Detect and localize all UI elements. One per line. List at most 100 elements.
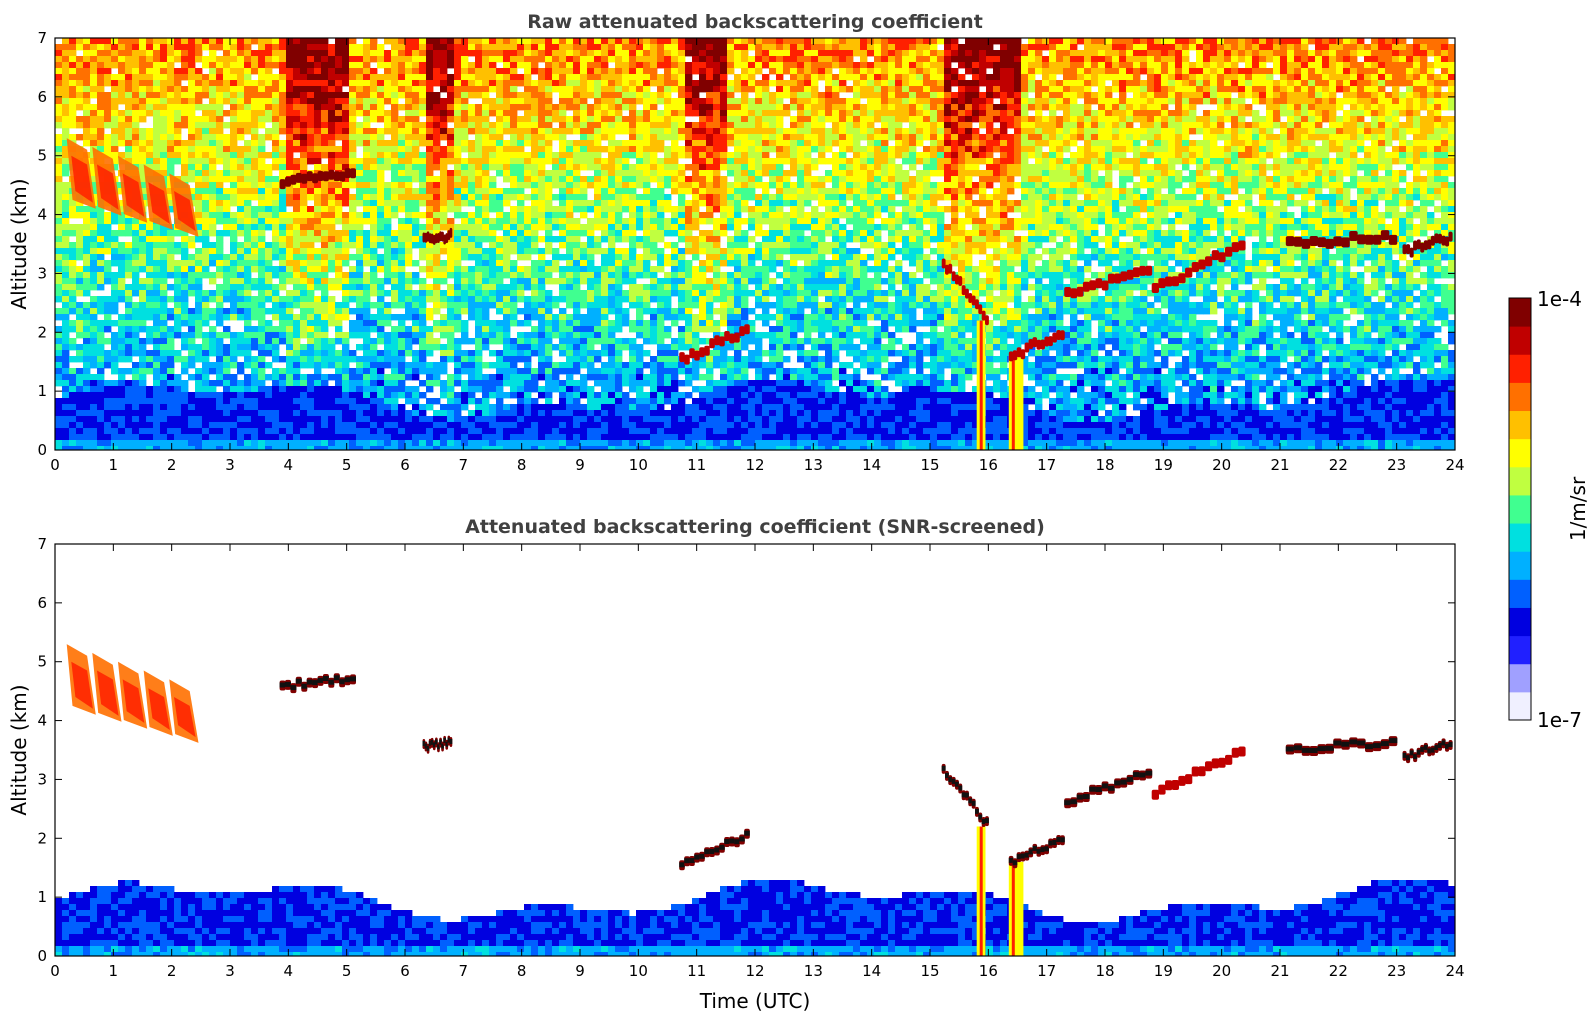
- field-cell: [489, 122, 497, 129]
- field-cell: [405, 374, 413, 381]
- field-cell: [188, 374, 196, 381]
- field-cell: [286, 434, 294, 441]
- field-cell: [272, 182, 280, 189]
- field-cell: [391, 80, 399, 87]
- field-cell: [174, 38, 182, 45]
- field-cell: [405, 122, 413, 129]
- field-cell: [601, 188, 609, 195]
- field-cell: [370, 350, 378, 357]
- field-cell: [328, 68, 336, 75]
- field-cell: [601, 98, 609, 105]
- field-cell: [174, 380, 182, 387]
- field-cell: [587, 386, 595, 393]
- field-cell: [433, 50, 441, 57]
- field-cell: [174, 422, 182, 429]
- field-cell: [377, 278, 385, 285]
- field-cell: [356, 218, 364, 225]
- field-cell: [335, 38, 343, 45]
- field-cell: [370, 314, 378, 321]
- field-cell: [594, 62, 602, 69]
- field-cell: [524, 296, 532, 303]
- field-cell: [55, 242, 63, 249]
- field-cell: [426, 176, 434, 183]
- field-cell: [167, 62, 175, 69]
- field-cell: [132, 38, 140, 45]
- field-cell: [510, 344, 518, 351]
- field-cell: [216, 134, 224, 141]
- field-cell: [363, 368, 371, 375]
- field-cell: [146, 428, 154, 435]
- field-cell: [209, 50, 217, 57]
- field-cell: [202, 260, 210, 267]
- field-cell: [195, 116, 203, 123]
- field-cell: [517, 248, 525, 255]
- field-cell: [69, 92, 77, 99]
- field-cell: [503, 410, 511, 417]
- field-cell: [202, 248, 210, 255]
- field-cell: [258, 404, 266, 411]
- field-cell: [405, 350, 413, 357]
- field-cell: [97, 374, 105, 381]
- field-cell: [377, 356, 385, 363]
- field-cell: [188, 410, 196, 417]
- field-cell: [342, 116, 350, 123]
- field-cell: [174, 428, 182, 435]
- field-cell: [489, 278, 497, 285]
- field-cell: [545, 110, 553, 117]
- field-cell: [594, 116, 602, 123]
- field-cell: [90, 38, 98, 45]
- field-cell: [167, 152, 175, 159]
- field-cell: [335, 74, 343, 81]
- field-cell: [531, 242, 539, 249]
- field-cell: [503, 338, 511, 345]
- field-cell: [461, 176, 469, 183]
- field-cell: [209, 272, 217, 279]
- field-cell: [531, 212, 539, 219]
- field-cell: [223, 446, 231, 450]
- field-cell: [489, 362, 497, 369]
- field-cell: [314, 422, 322, 429]
- field-cell: [594, 320, 602, 327]
- field-cell: [475, 350, 483, 357]
- field-cell: [531, 230, 539, 237]
- field-cell: [76, 212, 84, 219]
- field-cell: [370, 374, 378, 381]
- field-cell: [251, 134, 259, 141]
- field-cell: [90, 338, 98, 345]
- field-cell: [517, 404, 525, 411]
- field-cell: [279, 116, 287, 123]
- field-cell: [489, 434, 497, 441]
- field-cell: [398, 254, 406, 261]
- field-cell: [524, 416, 532, 423]
- field-cell: [356, 410, 364, 417]
- field-cell: [195, 296, 203, 303]
- field-cell: [566, 320, 574, 327]
- field-cell: [293, 422, 301, 429]
- field-cell: [195, 164, 203, 171]
- field-cell: [454, 434, 462, 441]
- field-cell: [559, 176, 567, 183]
- field-cell: [356, 332, 364, 339]
- field-cell: [90, 362, 98, 369]
- field-cell: [216, 266, 224, 273]
- field-cell: [377, 320, 385, 327]
- field-cell: [293, 374, 301, 381]
- field-cell: [594, 218, 602, 225]
- field-cell: [286, 80, 294, 87]
- field-cell: [573, 44, 581, 51]
- field-cell: [510, 152, 518, 159]
- field-cell: [55, 446, 63, 450]
- field-cell: [342, 428, 350, 435]
- field-cell: [209, 38, 217, 45]
- field-cell: [90, 116, 98, 123]
- field-cell: [97, 92, 105, 99]
- field-cell: [447, 428, 455, 435]
- field-cell: [580, 50, 588, 57]
- field-cell: [244, 392, 252, 399]
- field-cell: [300, 122, 308, 129]
- field-cell: [510, 38, 518, 45]
- field-cell: [160, 284, 168, 291]
- field-cell: [300, 434, 308, 441]
- field-cell: [475, 170, 483, 177]
- field-cell: [573, 260, 581, 267]
